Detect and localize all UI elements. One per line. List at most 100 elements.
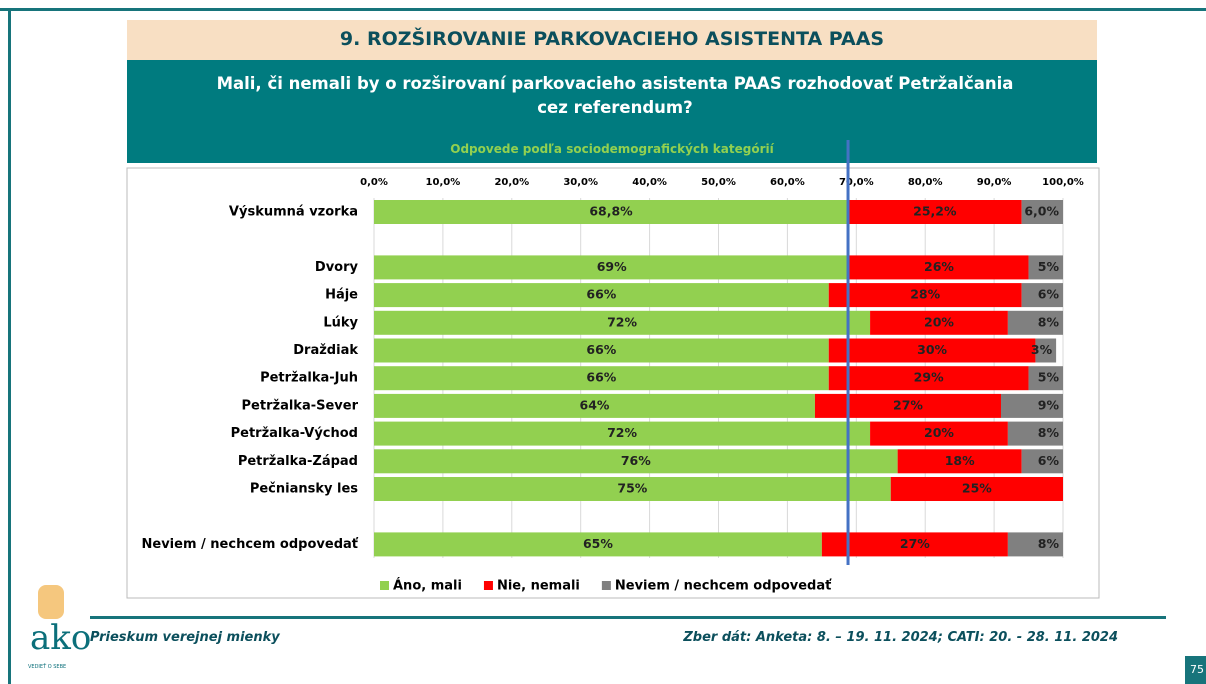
legend-label: Nie, nemali: [497, 579, 580, 594]
category-label: Draždiak: [293, 343, 358, 358]
bar-segment: [374, 393, 815, 418]
category-label: Lúky: [323, 315, 358, 330]
bar-segment: [1007, 310, 1063, 335]
footer-right: Zber dát: Anketa: 8. – 19. 11. 2024; CAT…: [683, 630, 1118, 645]
value-label: 5%: [1038, 370, 1060, 385]
category-label: Výskumná vzorka: [229, 205, 358, 220]
value-label: 18%: [945, 453, 975, 468]
value-label: 66%: [586, 287, 616, 302]
bar-segment: [828, 338, 1036, 363]
bar-segment: [374, 255, 850, 280]
bar-segment: [1021, 283, 1063, 308]
value-label: 27%: [893, 397, 923, 412]
x-tick-label: 80,0%: [908, 177, 943, 188]
value-label: 25%: [962, 481, 992, 496]
question-band: [127, 60, 1097, 163]
x-tick-label: 70,0%: [839, 177, 874, 188]
left-rule: [8, 8, 11, 684]
bar-segment: [821, 532, 1008, 557]
bar-segment: [828, 366, 1029, 391]
bar-segment: [1007, 421, 1063, 446]
value-label: 25,2%: [913, 204, 957, 219]
bar-segment: [1000, 393, 1063, 418]
x-tick-label: 20,0%: [494, 177, 529, 188]
title: 9. ROZŠIROVANIE PARKOVACIEHO ASISTENTA P…: [339, 28, 885, 50]
bar-segment: [828, 283, 1022, 308]
value-label: 66%: [586, 370, 616, 385]
footer-left: Prieskum verejnej mienky: [90, 630, 280, 645]
category-label: Petržalka-Západ: [238, 454, 358, 469]
bar-segment: [1007, 532, 1063, 557]
value-label: 20%: [924, 425, 954, 440]
value-label: 8%: [1038, 536, 1060, 551]
value-label: 5%: [1038, 259, 1060, 274]
top-rule: [0, 8, 1206, 11]
value-label: 65%: [583, 536, 613, 551]
bar-segment: [374, 449, 898, 474]
value-label: 66%: [586, 342, 616, 357]
logo-tagline: VEDIEŤ O SEBE: [28, 664, 67, 670]
x-tick-label: 60,0%: [770, 177, 805, 188]
bar-segment: [374, 338, 829, 363]
category-label: Petržalka-Juh: [260, 371, 358, 386]
value-label: 72%: [607, 314, 637, 329]
category-label: Háje: [325, 288, 358, 303]
bar-segment: [1028, 366, 1063, 391]
bar-segment: [374, 310, 871, 335]
value-label: 8%: [1038, 425, 1060, 440]
bar-segment: [374, 200, 849, 224]
x-tick-label: 40,0%: [632, 177, 667, 188]
legend-label: Áno, mali: [393, 578, 462, 594]
bar-segment: [1021, 449, 1063, 474]
value-label: 20%: [924, 314, 954, 329]
question: Mali, či nemali by o rozširovaní parkova…: [216, 74, 1014, 117]
bar-segment: [849, 255, 1029, 280]
legend-swatch: [601, 581, 611, 590]
value-label: 3%: [1031, 342, 1053, 357]
bar-segment: [1028, 255, 1063, 280]
x-tick-label: 0,0%: [360, 177, 388, 188]
legend-label: Neviem / nechcem odpovedať: [615, 579, 832, 594]
value-label: 6,0%: [1024, 204, 1059, 219]
bar-segment: [870, 310, 1008, 335]
value-label: 75%: [617, 481, 647, 496]
category-label: Petržalka-Východ: [231, 426, 358, 441]
category-label: Dvory: [315, 260, 359, 275]
category-label: Pečniansky les: [250, 482, 358, 497]
value-label: 9%: [1038, 397, 1060, 412]
bar-segment: [374, 421, 871, 446]
logo-icon: [38, 585, 64, 619]
bar-segment: [374, 477, 891, 501]
bar-segment: [814, 393, 1001, 418]
category-label: Neviem / nechcem odpovedať: [142, 537, 359, 552]
bar-segment: [870, 421, 1008, 446]
value-label: 69%: [597, 259, 627, 274]
value-label: 76%: [621, 453, 651, 468]
bar-segment: [848, 200, 1022, 224]
x-tick-label: 90,0%: [977, 177, 1012, 188]
footer-rule: [90, 616, 1166, 619]
x-tick-label: 30,0%: [563, 177, 598, 188]
logo: ako: [30, 618, 92, 658]
value-label: 68,8%: [589, 204, 633, 219]
value-label: 6%: [1038, 287, 1060, 302]
legend-swatch: [483, 581, 493, 590]
x-tick-label: 100,0%: [1042, 177, 1084, 188]
value-label: 28%: [910, 287, 940, 302]
value-label: 6%: [1038, 453, 1060, 468]
x-tick-label: 10,0%: [426, 177, 461, 188]
value-label: 29%: [914, 370, 944, 385]
value-label: 27%: [900, 536, 930, 551]
page-box: [1185, 656, 1206, 684]
title-band: [127, 20, 1097, 60]
bar-segment: [1021, 200, 1063, 224]
bar-segment: [374, 366, 829, 391]
subtitle: Odpovede podľa sociodemografických kateg…: [450, 142, 774, 156]
value-label: 26%: [924, 259, 954, 274]
x-tick-label: 50,0%: [701, 177, 736, 188]
value-label: 30%: [917, 342, 947, 357]
bar-segment: [374, 283, 829, 308]
value-label: 72%: [607, 425, 637, 440]
